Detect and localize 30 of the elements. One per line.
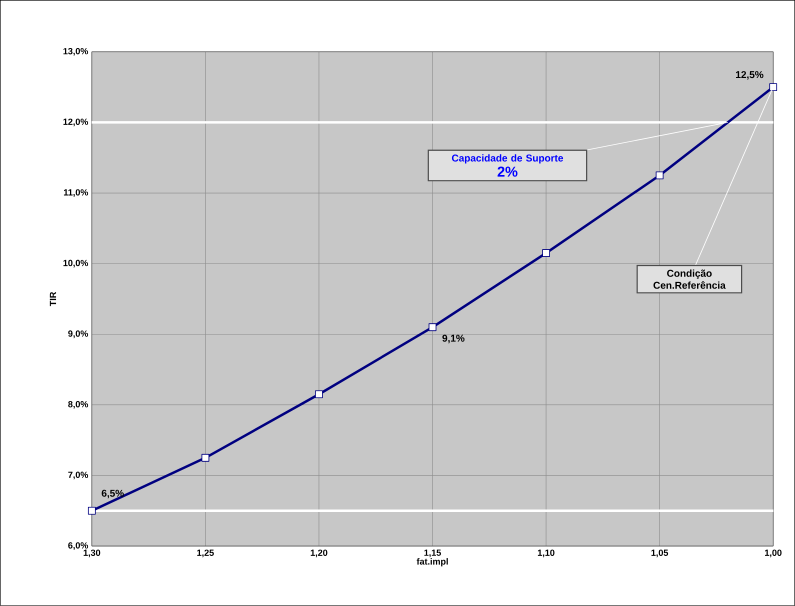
- y-tick-label: 8,0%: [68, 401, 88, 409]
- point: [656, 172, 664, 180]
- x-tick-label: 1,05: [651, 550, 668, 558]
- y-tick-label: 12,0%: [63, 118, 88, 126]
- data-label: 9,1%: [442, 334, 464, 344]
- x-tick-label: 1,15: [424, 550, 441, 558]
- point: [428, 323, 436, 332]
- x-tick-label: 1,20: [310, 550, 328, 558]
- x-tick-label: 1,30: [84, 550, 100, 558]
- y-tick-label: 7,0%: [68, 472, 88, 480]
- y-axis-title: TIR: [50, 292, 56, 306]
- x-axis-title: fat.impl: [416, 558, 448, 566]
- x-tick-label: 1,00: [765, 550, 782, 558]
- data-label: 12,5%: [736, 71, 764, 80]
- point: [769, 83, 778, 92]
- y-tick-label: 13,0%: [63, 48, 88, 56]
- point: [202, 454, 210, 462]
- data-label: 6,5%: [102, 490, 124, 498]
- point: [88, 506, 96, 515]
- x-tick-label: 1,25: [197, 550, 214, 558]
- point: [542, 249, 550, 257]
- y-tick-label: 9,0%: [68, 330, 88, 338]
- y-tick-label: 11,0%: [64, 189, 88, 197]
- x-tick-label: 1,10: [538, 550, 554, 558]
- y-tick-label: 10,0%: [63, 260, 88, 268]
- annotation: Condição Cen.Referência: [654, 270, 726, 289]
- annotation: 2%: [498, 166, 518, 177]
- point: [315, 390, 323, 398]
- annotation: Capacidade de Suporte: [452, 154, 564, 164]
- y-tick-label: 6,0%: [68, 542, 88, 550]
